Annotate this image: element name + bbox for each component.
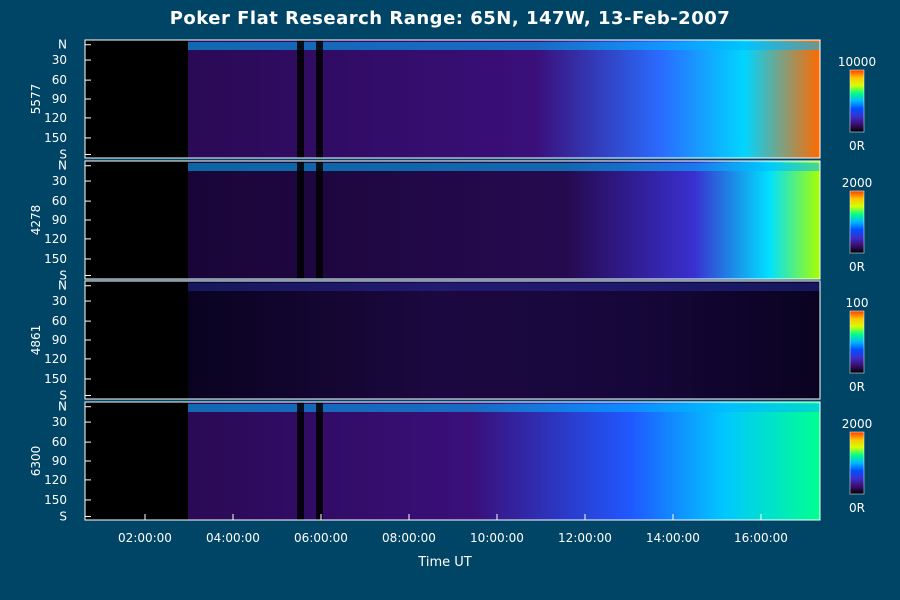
x-tick-label: 16:00:00 <box>734 531 788 545</box>
colorbar-min-label: 0R <box>849 501 865 515</box>
colorbar <box>849 69 865 133</box>
panel-label: 4861 <box>29 325 43 356</box>
data-gap <box>297 40 304 158</box>
auroral-band <box>188 404 820 412</box>
panel-label: 5577 <box>29 84 43 115</box>
auroral-band <box>188 283 820 291</box>
colorbar-min-label: 0R <box>849 380 865 394</box>
y-tick-label: 30 <box>52 415 67 429</box>
y-tick-label: 30 <box>52 53 67 67</box>
no-data-region <box>85 402 188 520</box>
y-tick-label: S <box>59 268 67 282</box>
data-gap <box>297 402 304 520</box>
y-tick-label: 30 <box>52 294 67 308</box>
colorbar-max-label: 10000 <box>838 55 876 69</box>
x-tick-label: 02:00:00 <box>118 531 172 545</box>
data-gap <box>316 402 323 520</box>
x-tick-label: 12:00:00 <box>558 531 612 545</box>
y-tick-label: 120 <box>44 111 67 125</box>
y-tick-label: 60 <box>52 314 67 328</box>
colorbar-max-label: 2000 <box>842 176 873 190</box>
x-tick-label: 06:00:00 <box>294 531 348 545</box>
intensity-map <box>188 402 820 520</box>
y-tick-label: 30 <box>52 174 67 188</box>
panel-label: 6300 <box>29 446 43 477</box>
y-tick-label: S <box>59 388 67 402</box>
data-gap <box>316 40 323 158</box>
y-tick-label: S <box>59 147 67 161</box>
y-tick-label: N <box>58 400 67 414</box>
x-tick-label: 10:00:00 <box>470 531 524 545</box>
colorbar-max-label: 100 <box>846 296 869 310</box>
x-tick-label: 08:00:00 <box>382 531 436 545</box>
data-gap <box>297 161 304 279</box>
panel-4278: N30 60 90 120 150 S 4278 2000 0R <box>29 159 872 283</box>
no-data-region <box>85 161 188 279</box>
x-axis-label: Time UT <box>418 555 472 570</box>
y-tick-label: 120 <box>44 232 67 246</box>
auroral-band <box>188 42 820 50</box>
x-tick-label: 14:00:00 <box>646 531 700 545</box>
y-tick-label: 90 <box>52 213 67 227</box>
y-tick-label: 120 <box>44 352 67 366</box>
panel-5577: N30 60 90 120 150 S 5577 10000 0R <box>29 38 876 162</box>
y-tick-label: 150 <box>44 493 67 507</box>
y-tick-label: S <box>59 509 67 523</box>
colorbar <box>849 310 865 374</box>
y-tick-label: N <box>58 38 67 52</box>
panel-label: 4278 <box>29 205 43 236</box>
intensity-map <box>188 40 820 158</box>
y-tick-label: N <box>58 279 67 293</box>
y-tick-label: 90 <box>52 333 67 347</box>
y-tick-label: 120 <box>44 473 67 487</box>
data-gap <box>316 161 323 279</box>
y-tick-label: 150 <box>44 372 67 386</box>
y-tick-label: 60 <box>52 435 67 449</box>
colorbar-max-label: 2000 <box>842 417 873 431</box>
panel-6300: N30 60 90 120 150 S 6300 2000 0R <box>29 400 872 524</box>
y-tick-label: 60 <box>52 194 67 208</box>
figure-title: Poker Flat Research Range: 65N, 147W, 13… <box>169 8 731 29</box>
y-tick-label: 150 <box>44 131 67 145</box>
auroral-band <box>188 163 820 171</box>
intensity-map <box>188 161 820 279</box>
y-tick-label: 90 <box>52 92 67 106</box>
y-tick-label: 150 <box>44 252 67 266</box>
no-data-region <box>85 281 188 399</box>
x-tick-label: 04:00:00 <box>206 531 260 545</box>
y-tick-label: 90 <box>52 454 67 468</box>
colorbar <box>849 190 865 254</box>
panel-4861: N30 60 90 120 150 S 4861 100 0R <box>29 279 868 403</box>
intensity-map <box>188 281 820 399</box>
colorbar-min-label: 0R <box>849 139 865 153</box>
y-tick-label: N <box>58 159 67 173</box>
no-data-region <box>85 40 188 158</box>
colorbar <box>849 431 865 495</box>
colorbar-min-label: 0R <box>849 260 865 274</box>
y-tick-label: 60 <box>52 73 67 87</box>
